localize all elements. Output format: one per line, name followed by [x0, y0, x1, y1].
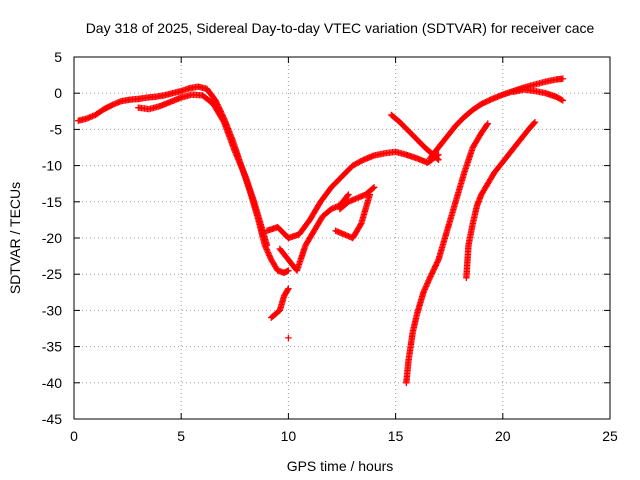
- series-recovery-b: [276, 191, 352, 274]
- series-segment-c: [336, 184, 378, 213]
- y-tick-label: -15: [42, 194, 62, 210]
- data-point: [483, 121, 491, 128]
- data-point: [426, 274, 434, 282]
- grid: [74, 57, 610, 419]
- y-tick-label: -10: [42, 158, 62, 174]
- data-point: [285, 267, 292, 274]
- data-point: [435, 156, 442, 164]
- data-point: [431, 264, 438, 272]
- series-dip-tail: [268, 285, 292, 321]
- data-point: [345, 191, 352, 198]
- data-point: [430, 266, 438, 273]
- y-tick-label: 0: [54, 85, 62, 101]
- data-point: [430, 267, 437, 275]
- series-arc-i: [510, 86, 567, 104]
- series-arc-f: [426, 75, 567, 162]
- data-point: [433, 259, 441, 266]
- chart-title: Day 318 of 2025, Sidereal Day-to-day VTE…: [86, 20, 595, 36]
- x-tick-label: 25: [602, 428, 618, 444]
- y-tick-label: -20: [42, 230, 62, 246]
- data-point: [530, 119, 538, 127]
- series-recovery-a: [263, 148, 442, 242]
- x-tick-label: 5: [177, 428, 185, 444]
- data-point: [559, 97, 567, 104]
- y-tick-label: -30: [42, 302, 62, 318]
- data-point: [344, 192, 351, 199]
- y-tick-label: 5: [54, 49, 62, 65]
- y-tick-label: -5: [50, 121, 63, 137]
- series-arc-g: [403, 120, 491, 386]
- data-point: [558, 96, 565, 103]
- y-tick-label: -25: [42, 266, 62, 282]
- axis-ticks: 0 5 10 15 20 25 5 0 -5 -10 -15 -20 -25 -30 -35 -40 -45: [42, 49, 618, 444]
- y-tick-label: -40: [42, 375, 62, 391]
- data-point: [263, 242, 271, 249]
- data-point: [431, 263, 439, 270]
- series-arc-h: [463, 118, 539, 282]
- data-point: [434, 257, 442, 265]
- data-points: [75, 75, 567, 386]
- data-point: [531, 118, 539, 126]
- x-tick-label: 20: [495, 428, 511, 444]
- data-point: [559, 75, 567, 82]
- x-tick-label: 10: [281, 428, 297, 444]
- data-point: [370, 184, 378, 191]
- data-point: [357, 221, 364, 229]
- data-point: [284, 286, 291, 294]
- y-axis-label: SDTVAR / TECUs: [7, 182, 23, 294]
- series-lower-band: [135, 91, 271, 249]
- data-point: [484, 120, 491, 127]
- series-main-arc: [75, 83, 292, 276]
- data-point: [432, 262, 440, 269]
- data-point: [428, 271, 435, 279]
- x-axis-label: GPS time / hours: [287, 458, 394, 474]
- data-point: [429, 269, 436, 276]
- x-tick-label: 15: [388, 428, 404, 444]
- data-point: [285, 285, 292, 292]
- data-point: [433, 260, 440, 268]
- data-point: [285, 334, 292, 342]
- data-point: [212, 97, 219, 104]
- y-tick-label: -35: [42, 339, 62, 355]
- x-tick-label: 0: [70, 428, 78, 444]
- data-point: [434, 155, 441, 162]
- data-point: [366, 191, 374, 198]
- series-segment-d: [332, 191, 374, 242]
- series-dip-point: [285, 334, 292, 342]
- data-point: [427, 273, 434, 280]
- data-point: [428, 270, 436, 277]
- y-tick-label: -45: [42, 411, 62, 427]
- data-point: [369, 185, 377, 192]
